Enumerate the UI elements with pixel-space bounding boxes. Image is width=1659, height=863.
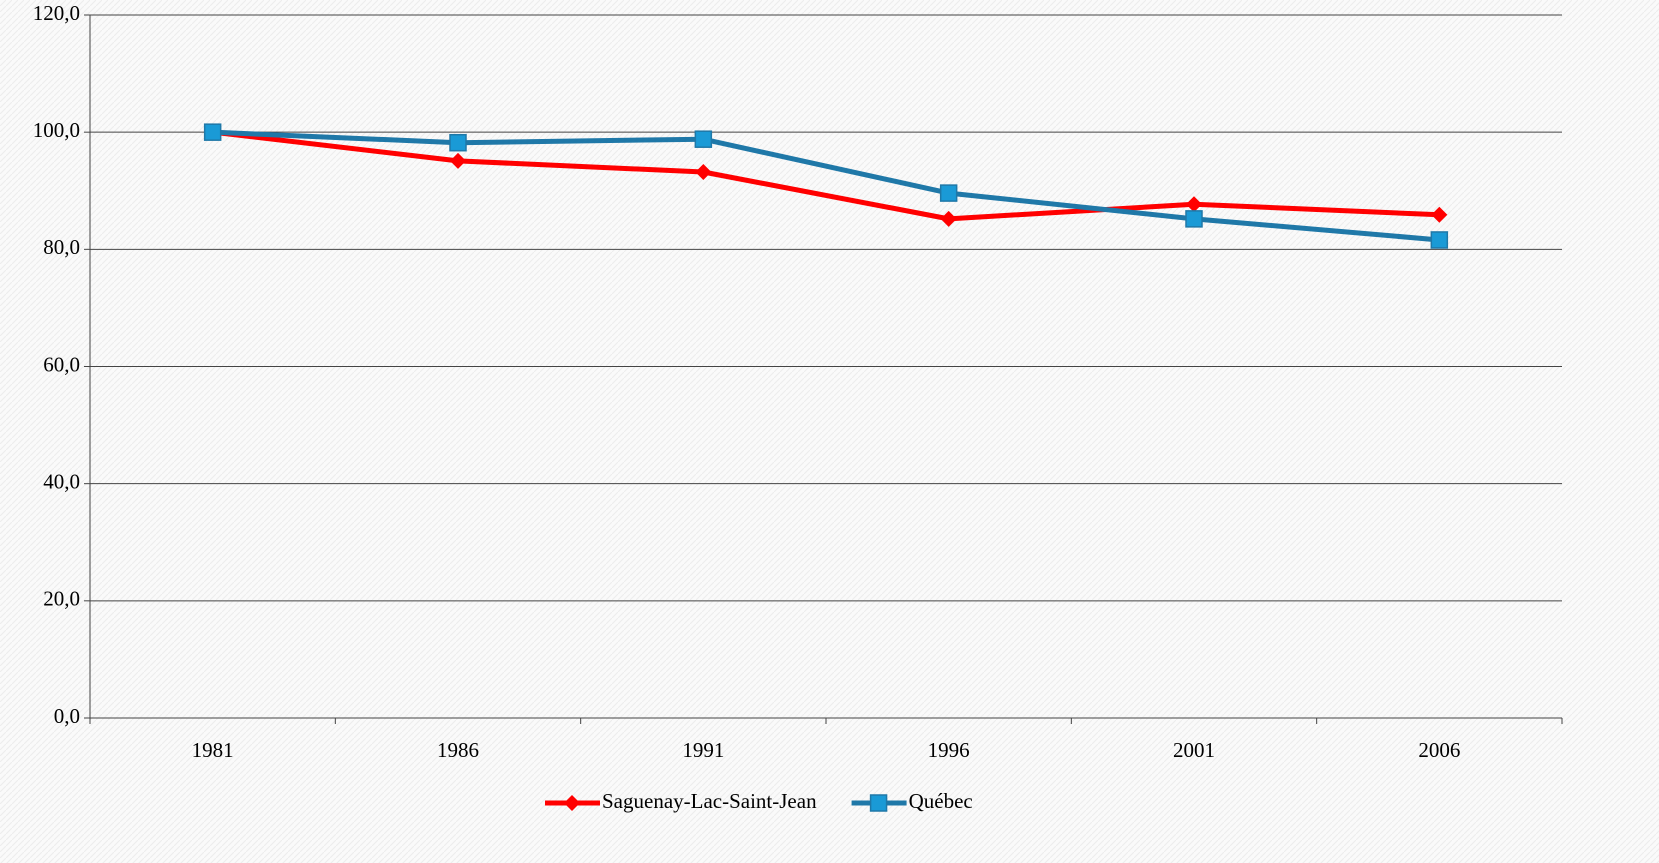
legend-label: Québec	[909, 789, 973, 813]
y-tick-label: 100,0	[33, 118, 80, 142]
y-tick-label: 40,0	[43, 469, 80, 493]
marker	[449, 133, 467, 152]
x-tick-label: 1981	[192, 738, 234, 762]
legend-marker	[869, 794, 888, 812]
x-tick-label: 1986	[437, 738, 479, 762]
marker	[203, 123, 222, 141]
x-tick-label: 1996	[928, 738, 970, 762]
x-tick-label: 2001	[1173, 738, 1215, 762]
x-tick-label: 2006	[1418, 738, 1460, 762]
legend-marker	[564, 795, 580, 811]
x-tick-label: 1991	[682, 738, 724, 762]
marker	[694, 130, 713, 148]
legend-label: Saguenay-Lac-Saint-Jean	[602, 789, 817, 813]
y-tick-label: 60,0	[43, 352, 80, 376]
series-line	[212, 129, 1440, 222]
marker	[1431, 206, 1448, 223]
marker	[1186, 196, 1202, 213]
marker	[1430, 231, 1449, 249]
marker	[695, 164, 712, 181]
marker	[939, 184, 958, 202]
marker	[1185, 210, 1203, 228]
y-tick-label: 20,0	[43, 587, 80, 611]
y-tick-label: 80,0	[43, 235, 80, 259]
y-tick-label: 0,0	[54, 704, 80, 728]
marker	[450, 152, 466, 169]
marker	[940, 210, 957, 227]
series-line	[212, 129, 1440, 243]
y-tick-label: 120,0	[33, 1, 80, 25]
